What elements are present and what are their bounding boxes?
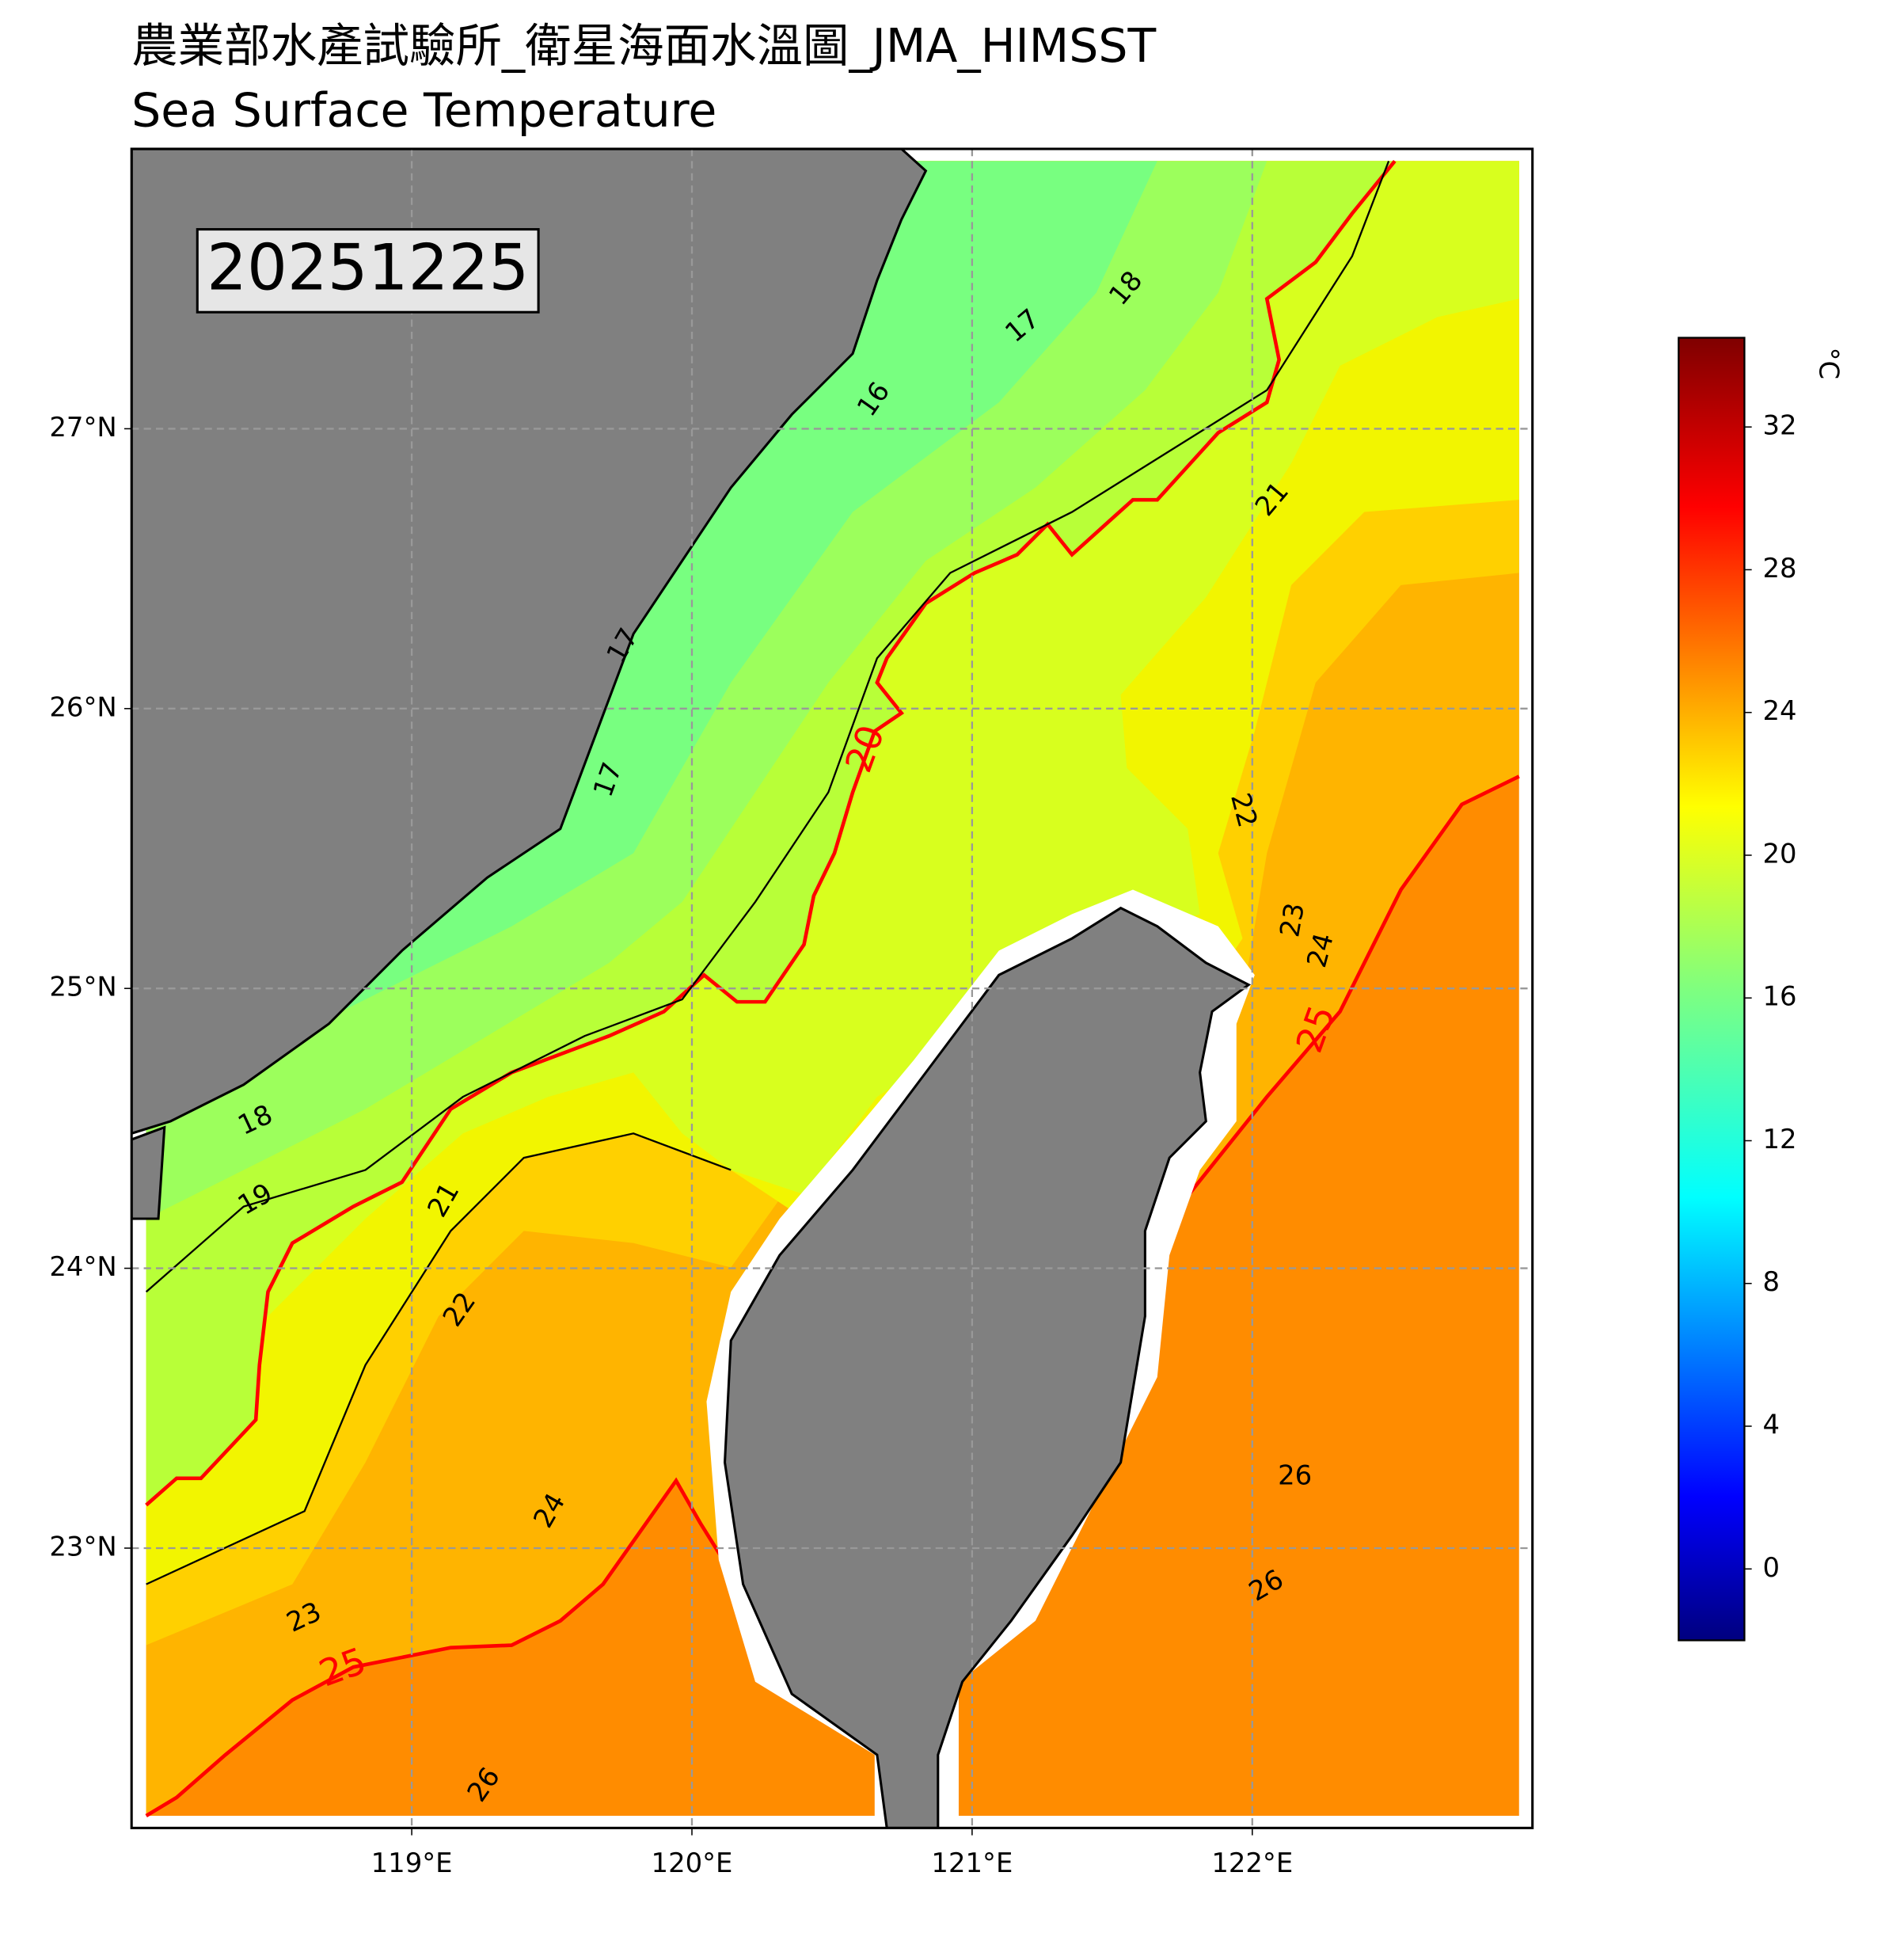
colorbar-tick-label: 4 [1763,1410,1780,1440]
taiwan [723,906,1252,1828]
colorbar-unit: °C [1814,348,1845,380]
lat-tick-label: 23°N [49,1531,116,1562]
lat-tick-label: 26°N [49,691,116,722]
date-box [196,228,540,314]
colorbar-tick-label: 28 [1763,553,1797,584]
lat-tick-label: 24°N [49,1251,116,1282]
colorbar-tick-label: 16 [1763,981,1797,1012]
lon-tick-label: 119°E [371,1847,453,1878]
colorbar-tick-label: 12 [1763,1124,1797,1155]
contour-label: 23 [1274,900,1310,939]
colorbar-tick-label: 20 [1763,838,1797,869]
lat-tick-label: 25°N [49,972,116,1003]
colorbar-tick-label: 24 [1763,695,1797,726]
date-label: 20251225 [207,230,529,304]
contour-line [145,1477,733,1817]
lon-tick-label: 121°E [931,1847,1013,1878]
lon-tick-label: 120°E [652,1847,733,1878]
contour-line [146,1132,732,1585]
contour-label: 26 [1278,1460,1312,1491]
mainland [131,1125,166,1220]
title: 農業部水產試驗所_衛星海面水溫圖_JMA_HIMSST [131,19,1156,73]
contour-line [145,159,1397,1507]
lon-tick-label: 122°E [1211,1847,1293,1878]
colorbar [1678,337,1746,1642]
colorbar-tick-label: 32 [1763,410,1797,441]
subtitle: Sea Surface Temperature [131,84,716,138]
lat-tick-label: 27°N [49,412,116,443]
mainland [131,149,928,1135]
colorbar-tick-label: 8 [1763,1266,1780,1297]
contour-line [145,160,1390,1293]
colorbar-tick-label: 0 [1763,1552,1780,1583]
